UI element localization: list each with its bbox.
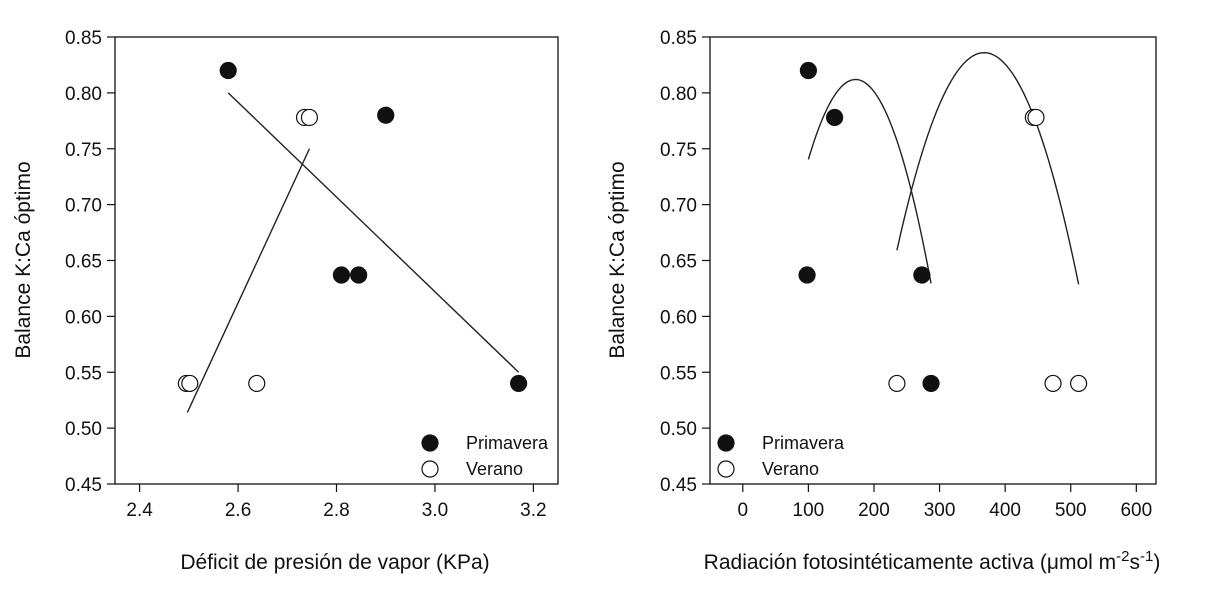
data-point-verano bbox=[181, 374, 199, 393]
y-tick-label: 0.55 bbox=[65, 363, 102, 384]
fit-line-verano bbox=[186, 148, 311, 413]
fit-lines bbox=[186, 92, 520, 413]
y-tick-label: 0.75 bbox=[660, 140, 697, 161]
x-axis-label: Déficit de presión de vapor (KPa) bbox=[180, 551, 489, 574]
x-axis-label-sup1: -2 bbox=[1116, 548, 1129, 565]
data-point-primavera bbox=[350, 266, 368, 284]
x-tick-label: 2.4 bbox=[126, 500, 153, 521]
panel-vpd: 0.45 0.50 0.55 0.60 0.65 0.70 0.75 0.80 0.85 2.4 2… bbox=[12, 28, 559, 574]
x-tick-label: 500 bbox=[1055, 500, 1087, 521]
x-tick-label: 200 bbox=[858, 500, 890, 521]
y-tick-label: 0.50 bbox=[65, 419, 102, 440]
x-tick-label: 400 bbox=[989, 500, 1021, 521]
legend-label: Primavera bbox=[466, 433, 549, 453]
legend-marker bbox=[421, 434, 439, 452]
fit-line-primavera bbox=[807, 78, 932, 284]
x-tick-label: 3.2 bbox=[520, 500, 546, 521]
y-tick-label: 0.70 bbox=[65, 196, 102, 217]
data-point-verano bbox=[1070, 374, 1088, 393]
data-point-verano bbox=[1027, 108, 1045, 127]
y-tick-label: 0.45 bbox=[65, 475, 102, 496]
data-point-primavera bbox=[219, 61, 237, 80]
data-points bbox=[177, 61, 528, 393]
x-axis-label-end: ) bbox=[1153, 551, 1160, 574]
y-axis-label: Balance K:Ca óptimo bbox=[12, 161, 35, 358]
data-point-primavera bbox=[510, 374, 528, 393]
y-tick-label: 0.45 bbox=[660, 475, 697, 496]
x-axis-label-sup2: -1 bbox=[1140, 548, 1153, 565]
plot-frame bbox=[114, 36, 559, 485]
y-tick-label: 0.50 bbox=[660, 419, 697, 440]
legend-marker bbox=[717, 460, 735, 478]
tick-group: 0.45 0.50 0.55 0.60 0.65 0.70 0.75 0.80 0.85 2.4 2… bbox=[65, 28, 547, 521]
data-point-primavera bbox=[332, 266, 351, 284]
x-axis-label-main: Radiación fotosintéticamente activa (μmo… bbox=[704, 551, 1116, 574]
x-axis-label-mid: s bbox=[1129, 551, 1140, 574]
legend-label: Verano bbox=[466, 459, 523, 479]
legend: Primavera Verano bbox=[717, 433, 845, 479]
data-point-primavera bbox=[377, 106, 395, 124]
x-tick-label: 300 bbox=[924, 500, 956, 521]
fit-lines bbox=[807, 51, 1080, 285]
x-tick-label: 3.0 bbox=[422, 500, 448, 521]
data-point-verano bbox=[248, 374, 266, 393]
data-point-verano bbox=[1044, 374, 1062, 393]
data-point-primavera bbox=[798, 266, 816, 284]
y-tick-label: 0.55 bbox=[660, 363, 697, 384]
y-tick-label: 0.65 bbox=[660, 252, 697, 273]
x-axis-label: Radiación fotosintéticamente activa (μmo… bbox=[704, 548, 1161, 574]
y-tick-label: 0.60 bbox=[660, 307, 697, 328]
panel-par: 0.45 0.50 0.55 0.60 0.65 0.70 0.75 0.80 0.85 0 100… bbox=[606, 28, 1160, 574]
tick-group: 0.45 0.50 0.55 0.60 0.65 0.70 0.75 0.80 0.85 0 100… bbox=[660, 28, 1152, 521]
plot-frame bbox=[709, 36, 1157, 485]
x-tick-label: 600 bbox=[1120, 500, 1152, 521]
x-tick-label: 2.6 bbox=[225, 500, 251, 521]
fit-line-verano bbox=[896, 51, 1080, 285]
data-point-primavera bbox=[913, 266, 931, 284]
y-tick-label: 0.70 bbox=[660, 196, 697, 217]
data-points bbox=[798, 61, 1088, 393]
legend-marker bbox=[421, 460, 439, 478]
data-point-verano bbox=[300, 108, 319, 127]
legend-label: Verano bbox=[762, 459, 819, 479]
y-tick-label: 0.80 bbox=[65, 84, 102, 105]
x-tick-label: 2.8 bbox=[323, 500, 349, 521]
y-tick-label: 0.60 bbox=[65, 307, 102, 328]
y-tick-label: 0.85 bbox=[660, 28, 697, 49]
legend-label: Primavera bbox=[762, 433, 845, 453]
legend: Primavera Verano bbox=[421, 433, 549, 479]
x-tick-label: 0 bbox=[738, 500, 749, 521]
fit-line-primavera bbox=[227, 92, 520, 373]
y-tick-label: 0.85 bbox=[65, 28, 102, 49]
data-point-primavera bbox=[922, 374, 940, 393]
y-axis-label: Balance K:Ca óptimo bbox=[606, 161, 629, 358]
data-point-primavera bbox=[826, 108, 844, 127]
data-point-verano bbox=[888, 374, 906, 393]
data-point-primavera bbox=[799, 61, 817, 80]
x-tick-label: 100 bbox=[793, 500, 825, 521]
legend-marker bbox=[717, 434, 735, 452]
y-tick-label: 0.80 bbox=[660, 84, 697, 105]
y-tick-label: 0.75 bbox=[65, 140, 102, 161]
y-tick-label: 0.65 bbox=[65, 252, 102, 273]
